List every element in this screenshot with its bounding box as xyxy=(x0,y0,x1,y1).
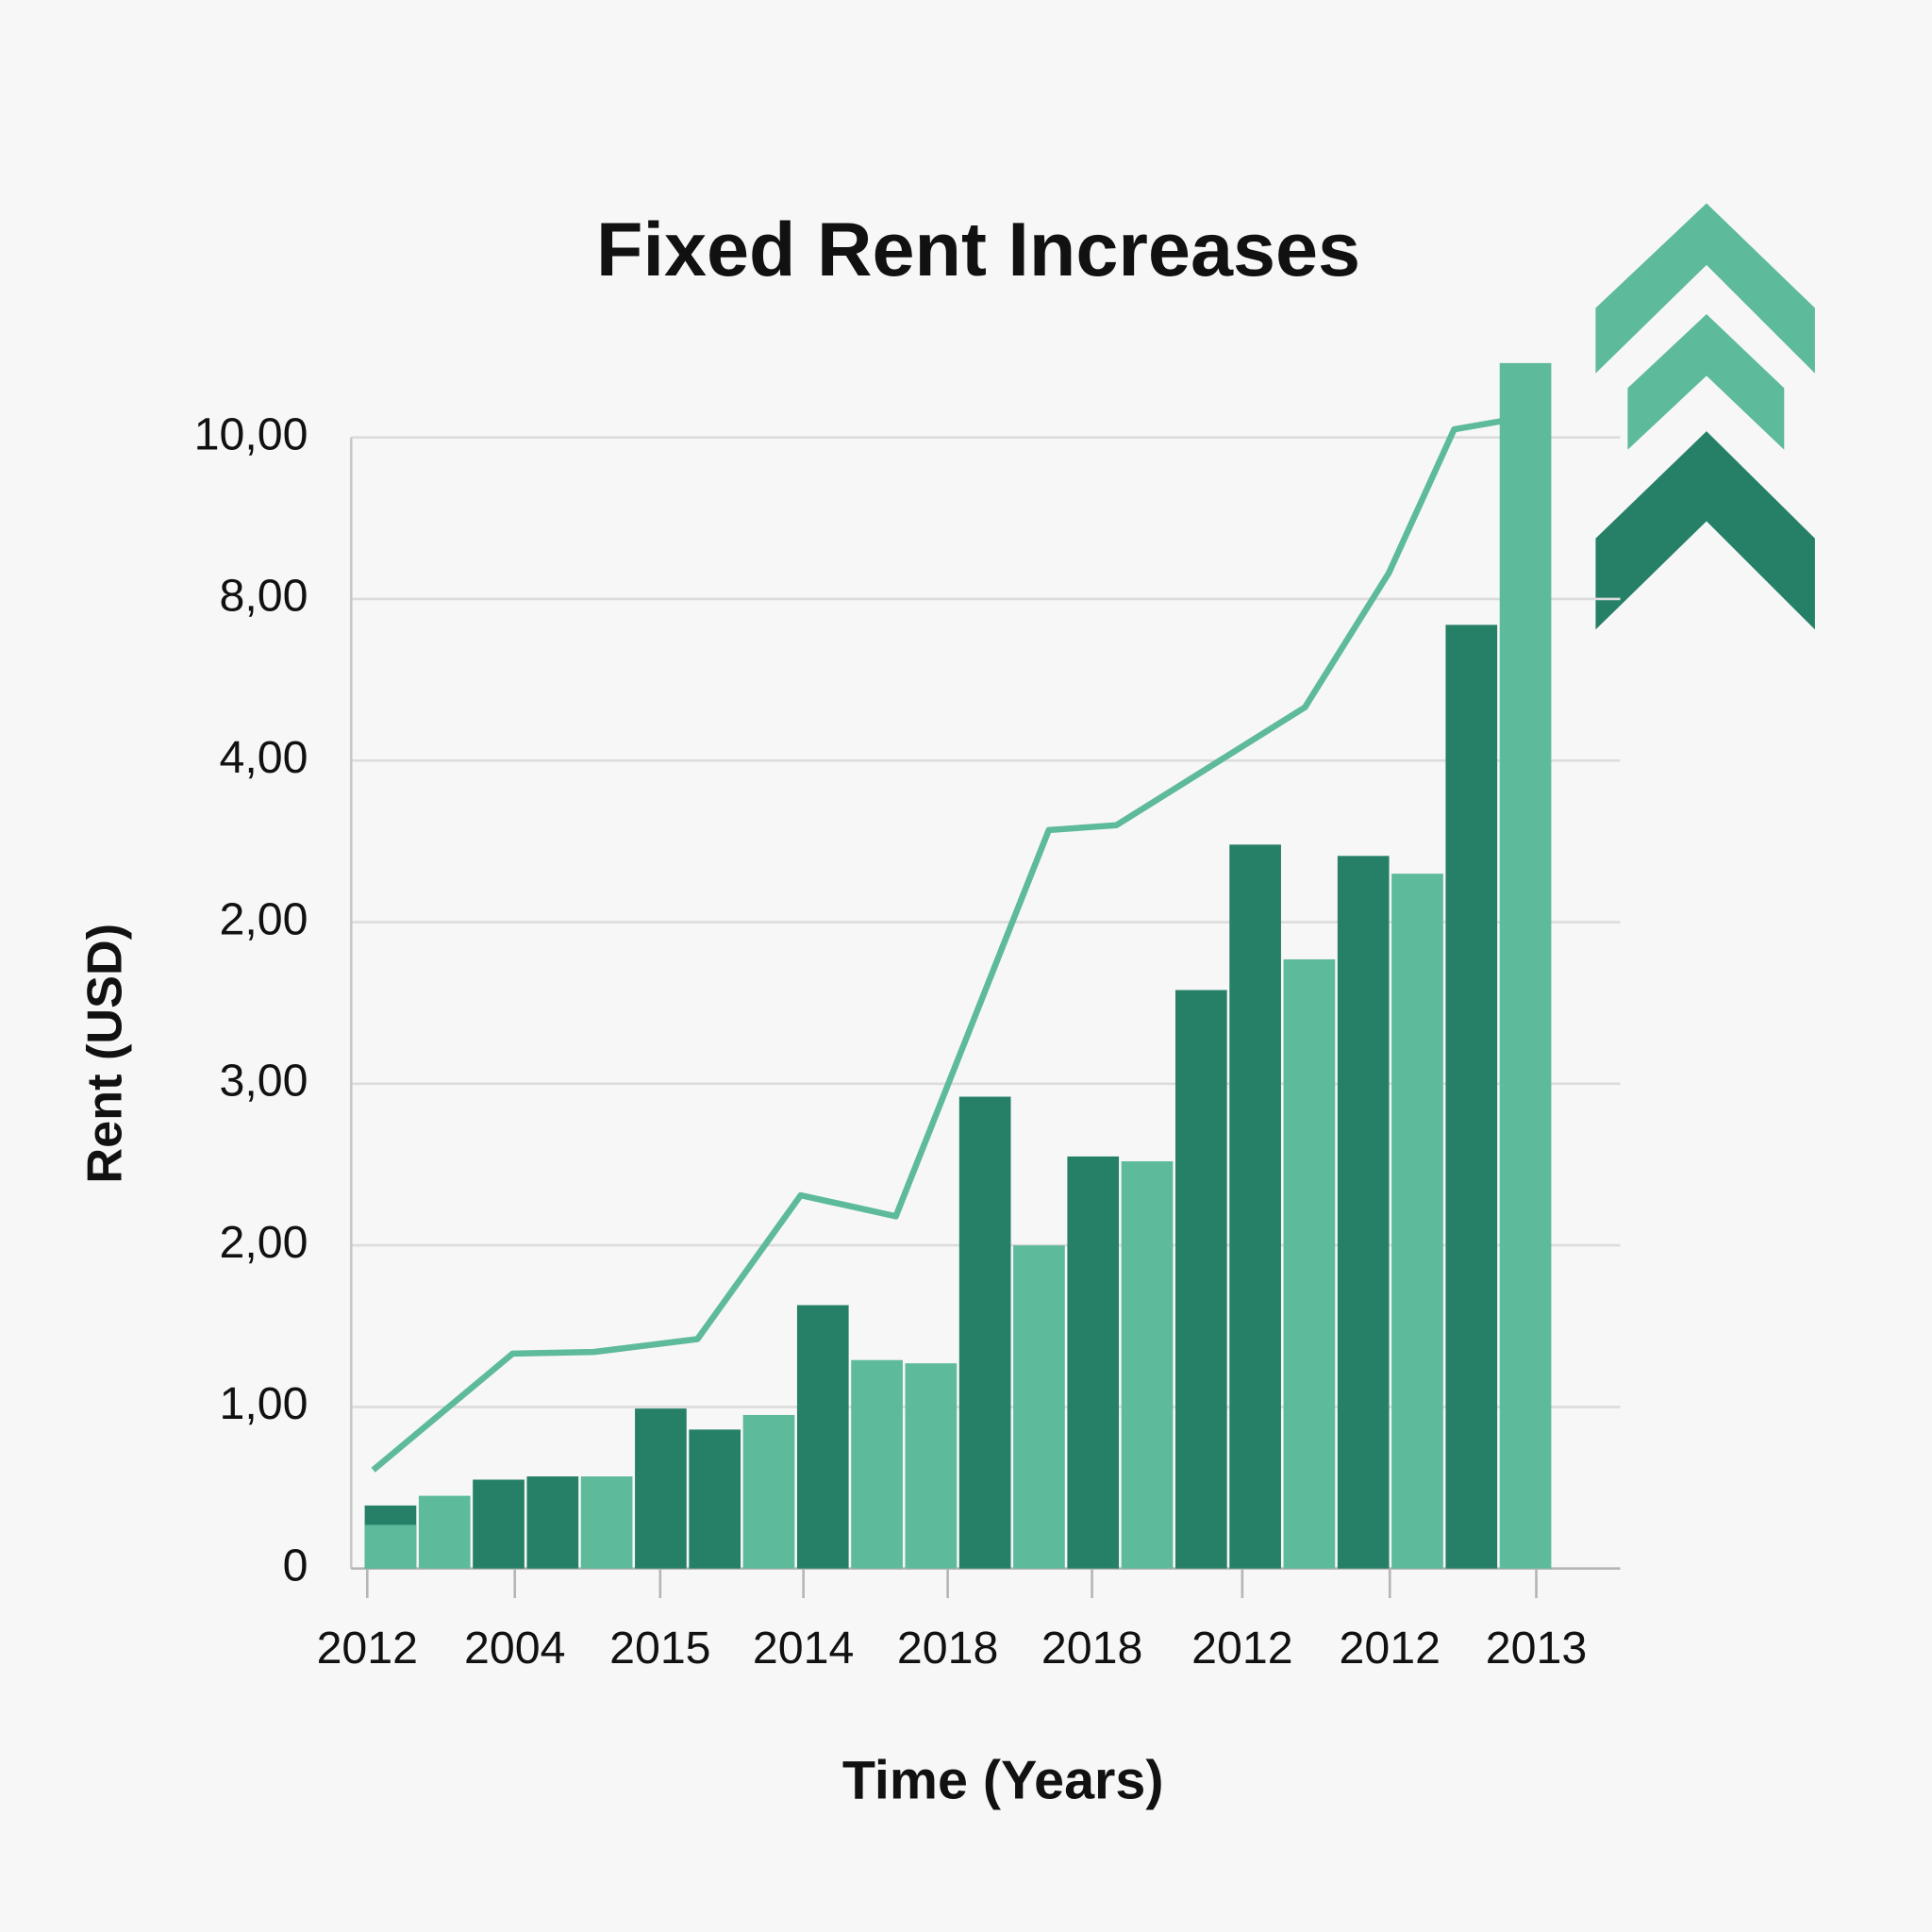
trend-line xyxy=(371,418,1502,1473)
y-tick-label: 4,00 xyxy=(219,732,308,783)
bar xyxy=(580,1476,633,1569)
x-axis-label: Time (Years) xyxy=(842,1750,1164,1810)
bar xyxy=(796,1305,849,1569)
bar xyxy=(526,1476,579,1569)
y-tick-label: 3,00 xyxy=(219,1056,308,1107)
chevron xyxy=(1627,314,1785,450)
bar xyxy=(958,1096,1011,1569)
bar xyxy=(851,1359,903,1569)
x-tick-label: 2012 xyxy=(1191,1623,1292,1674)
x-tick-label: 2004 xyxy=(464,1623,565,1674)
x-tick-label: 2013 xyxy=(1486,1623,1587,1674)
y-tick-label: 8,00 xyxy=(219,571,308,622)
x-tick-label: 2015 xyxy=(609,1623,710,1674)
bar xyxy=(1067,1156,1120,1569)
chevron xyxy=(1595,203,1815,374)
bar xyxy=(1229,844,1281,1569)
bar xyxy=(473,1479,525,1569)
bar xyxy=(1121,1161,1174,1569)
y-tick-label: 10,00 xyxy=(194,408,308,459)
x-tick-label: 2012 xyxy=(1340,1623,1441,1674)
bar xyxy=(1499,362,1552,1569)
x-tick-label: 2018 xyxy=(897,1623,998,1674)
bar xyxy=(364,1524,417,1569)
chevron xyxy=(1595,431,1815,630)
y-tick-label: 0 xyxy=(283,1540,308,1591)
bar xyxy=(1391,874,1443,1569)
bar xyxy=(635,1408,687,1569)
y-axis-label: Rent (USD) xyxy=(78,924,133,1184)
bar xyxy=(1013,1245,1065,1569)
bar xyxy=(1337,856,1390,1569)
bar xyxy=(418,1495,471,1569)
bar xyxy=(905,1363,958,1569)
bar xyxy=(1445,625,1498,1569)
bar xyxy=(689,1429,741,1569)
y-tick-label: 1,00 xyxy=(219,1378,308,1429)
bar xyxy=(1174,990,1227,1569)
x-tick-label: 2018 xyxy=(1041,1623,1142,1674)
y-tick-label: 2,00 xyxy=(219,1217,308,1268)
x-tick-label: 2012 xyxy=(317,1623,418,1674)
x-tick-label: 2014 xyxy=(753,1623,854,1674)
chart-title: Fixed Rent Increases xyxy=(596,208,1360,292)
bar xyxy=(1283,958,1336,1569)
bar xyxy=(742,1414,795,1569)
y-tick-label: 2,00 xyxy=(219,893,308,944)
